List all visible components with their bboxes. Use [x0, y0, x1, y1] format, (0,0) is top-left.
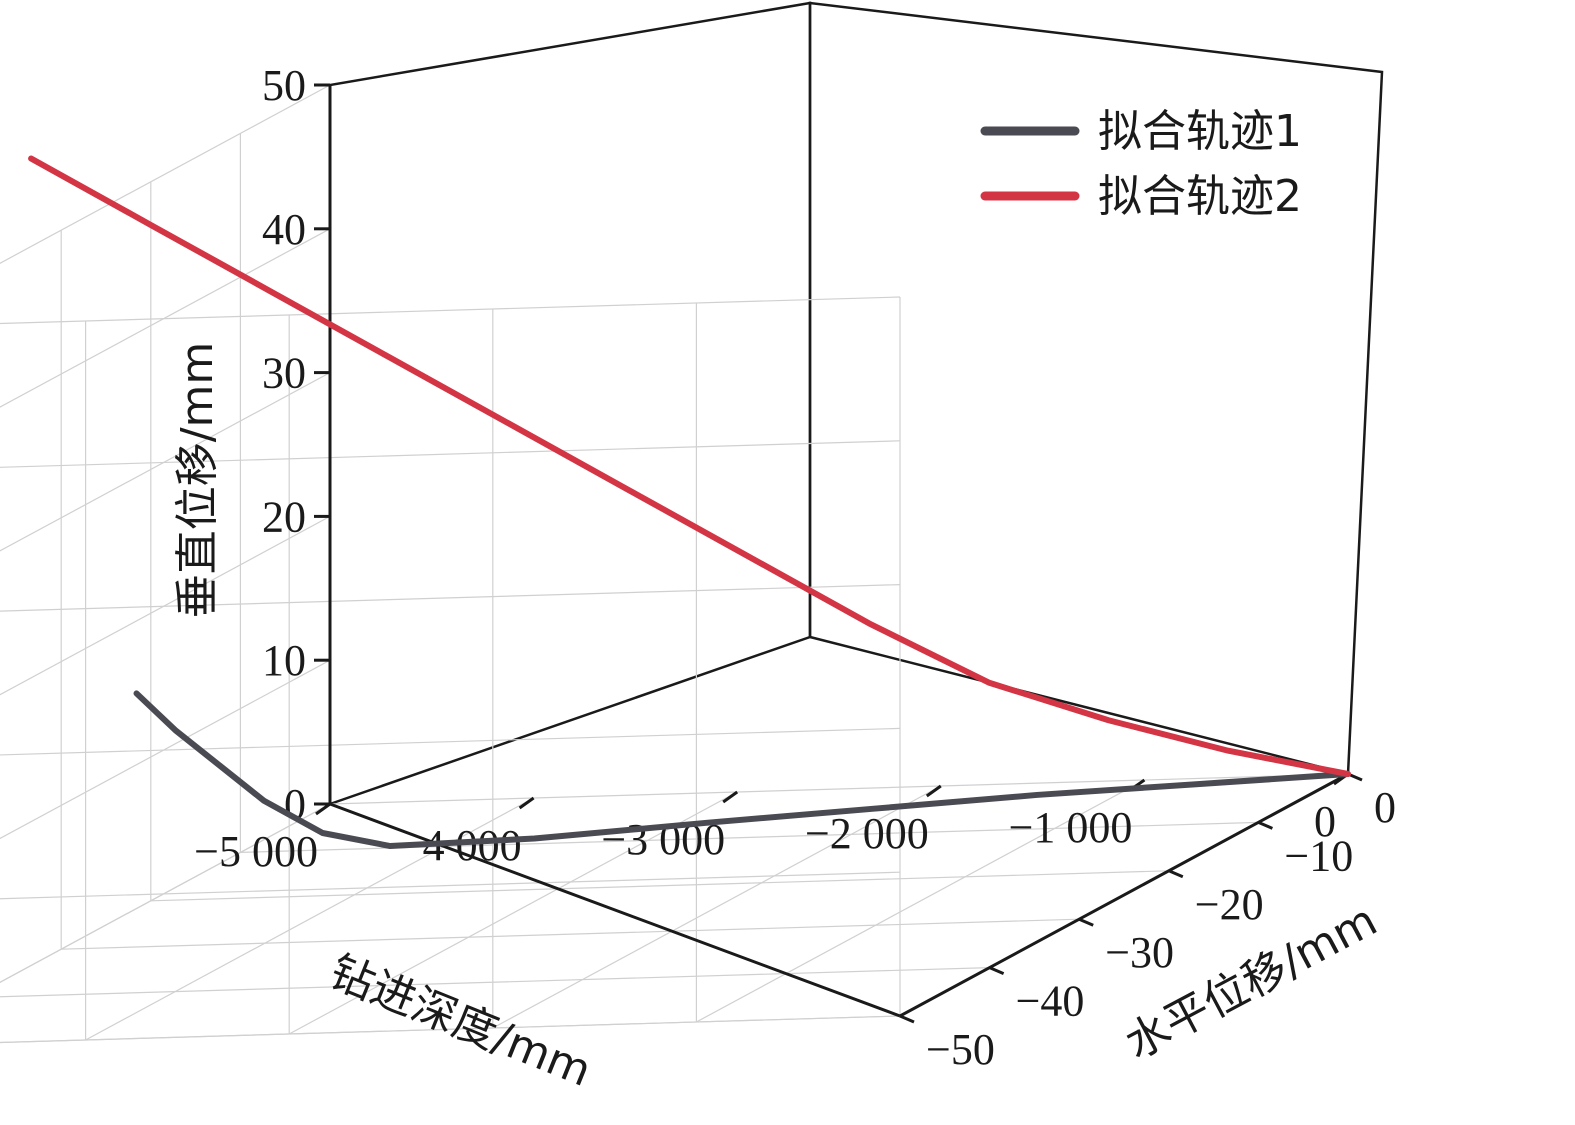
- x-tick-label-4: −1 000: [1009, 803, 1133, 852]
- legend-label-series-2: 拟合轨迹2: [1098, 171, 1302, 222]
- right-wall-grid-z-5: [0, 296, 901, 325]
- y-tick-3: [1168, 869, 1184, 879]
- y-tick-label-2: −30: [1105, 928, 1174, 977]
- x-tick-0: [315, 802, 331, 816]
- floor-grid-y-1: [0, 967, 990, 998]
- right-wall-grid-z-1: [0, 871, 901, 900]
- floor-grid-y-2: [61, 918, 1080, 950]
- y-tick-label-3: −20: [1195, 880, 1264, 929]
- x-tick-label-5: 0: [1314, 797, 1336, 846]
- y-tick-2: [1078, 917, 1094, 927]
- legend: 拟合轨迹1 拟合轨迹2: [980, 106, 1302, 222]
- grid-lines: [0, 84, 1349, 1044]
- z-axis-title: 垂直位移/mm: [172, 342, 223, 619]
- floor-grid-y-3: [150, 870, 1169, 902]
- legend-label-series-1: 拟合轨迹1: [1098, 106, 1302, 157]
- front-left-edge: [329, 802, 901, 1018]
- x-axis-title: 钻进深度/mm: [323, 946, 599, 1097]
- x-tick-1: [518, 796, 535, 810]
- floor-grid-x-1: [85, 797, 534, 1041]
- front-right-edge: [899, 772, 1349, 1018]
- left-wall-grid-z-2: [0, 515, 331, 696]
- right-wall-grid-z-0: [0, 1015, 901, 1044]
- z-tick-label-4: 40: [262, 205, 306, 254]
- z-tick-label-5: 50: [262, 61, 306, 110]
- floor-grid-y-5: [329, 773, 1349, 805]
- series-lines: [28, 155, 1351, 850]
- z-tick-label-1: 10: [262, 636, 306, 685]
- y-tick-label-4: −10: [1284, 831, 1353, 880]
- x-tick-3: [925, 784, 942, 798]
- x-tick-label-3: −2 000: [805, 809, 929, 858]
- z-tick-label-2: 20: [262, 492, 306, 541]
- left-wall-grid-z-1: [0, 659, 331, 840]
- right-wall-grid-z-3: [0, 584, 901, 612]
- left-wall-grid-z-0: [0, 803, 331, 983]
- floor-grid-x-2: [288, 791, 738, 1035]
- left-wall-grid-z-3: [0, 372, 331, 552]
- y-tick-4: [1257, 821, 1273, 830]
- series-line-2: [28, 155, 1351, 777]
- series-line-1: [133, 690, 1351, 850]
- left-wall-grid-z-5: [0, 84, 331, 264]
- back-left-panel: [328, 1, 812, 806]
- right-wall-grid-z-2: [0, 727, 901, 756]
- floor-grid-x-3: [492, 785, 942, 1029]
- y-tick-label-5: 0: [1374, 783, 1396, 832]
- x-tick-2: [722, 790, 739, 804]
- z-tick-label-3: 30: [262, 349, 306, 398]
- y-tick-1: [989, 966, 1005, 975]
- y-tick-label-0: −50: [926, 1025, 995, 1074]
- back-right-panel: [808, 1, 1384, 776]
- x-tick-label-0: −5 000: [194, 827, 318, 876]
- floor-grid-x-4: [696, 779, 1145, 1023]
- y-tick-label-1: −40: [1016, 977, 1085, 1026]
- right-wall-grid-z-4: [0, 440, 901, 468]
- left-wall-grid-z-4: [0, 228, 331, 408]
- floor-outline: [328, 85, 1349, 1018]
- y-tick-0: [899, 1014, 915, 1024]
